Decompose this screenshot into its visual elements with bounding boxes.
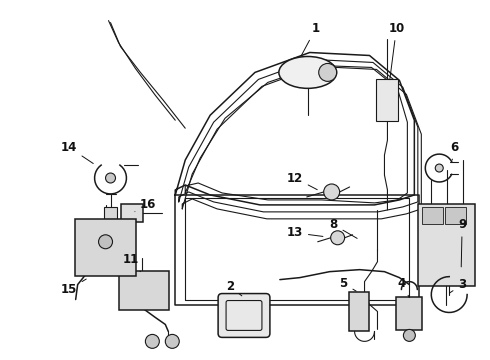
FancyBboxPatch shape [376, 80, 398, 121]
Text: 3: 3 [449, 278, 466, 293]
Text: 6: 6 [450, 141, 458, 160]
FancyBboxPatch shape [445, 207, 466, 224]
Text: 8: 8 [330, 218, 357, 238]
Circle shape [318, 63, 337, 81]
Text: 16: 16 [135, 198, 157, 212]
FancyBboxPatch shape [422, 207, 443, 224]
FancyBboxPatch shape [396, 297, 422, 330]
Text: 2: 2 [226, 280, 242, 296]
Circle shape [165, 334, 179, 348]
FancyBboxPatch shape [418, 204, 475, 285]
Circle shape [403, 329, 416, 341]
Ellipse shape [279, 57, 337, 88]
Circle shape [324, 184, 340, 200]
FancyBboxPatch shape [74, 219, 136, 276]
Text: 10: 10 [388, 22, 405, 80]
FancyBboxPatch shape [120, 271, 169, 310]
Text: 12: 12 [287, 171, 317, 190]
Text: 4: 4 [397, 277, 409, 298]
FancyBboxPatch shape [122, 204, 144, 222]
Text: 5: 5 [340, 277, 356, 291]
Text: 13: 13 [287, 226, 323, 239]
FancyBboxPatch shape [218, 293, 270, 337]
Text: 1: 1 [301, 22, 320, 56]
FancyBboxPatch shape [103, 207, 118, 219]
Circle shape [98, 235, 113, 249]
Text: 15: 15 [60, 279, 86, 296]
FancyBboxPatch shape [348, 292, 368, 332]
Text: 7: 7 [0, 359, 1, 360]
Text: 14: 14 [60, 141, 93, 163]
Text: 9: 9 [458, 218, 466, 267]
Circle shape [105, 173, 116, 183]
Circle shape [435, 164, 443, 172]
Circle shape [331, 231, 344, 245]
Text: 11: 11 [122, 253, 141, 272]
Circle shape [146, 334, 159, 348]
